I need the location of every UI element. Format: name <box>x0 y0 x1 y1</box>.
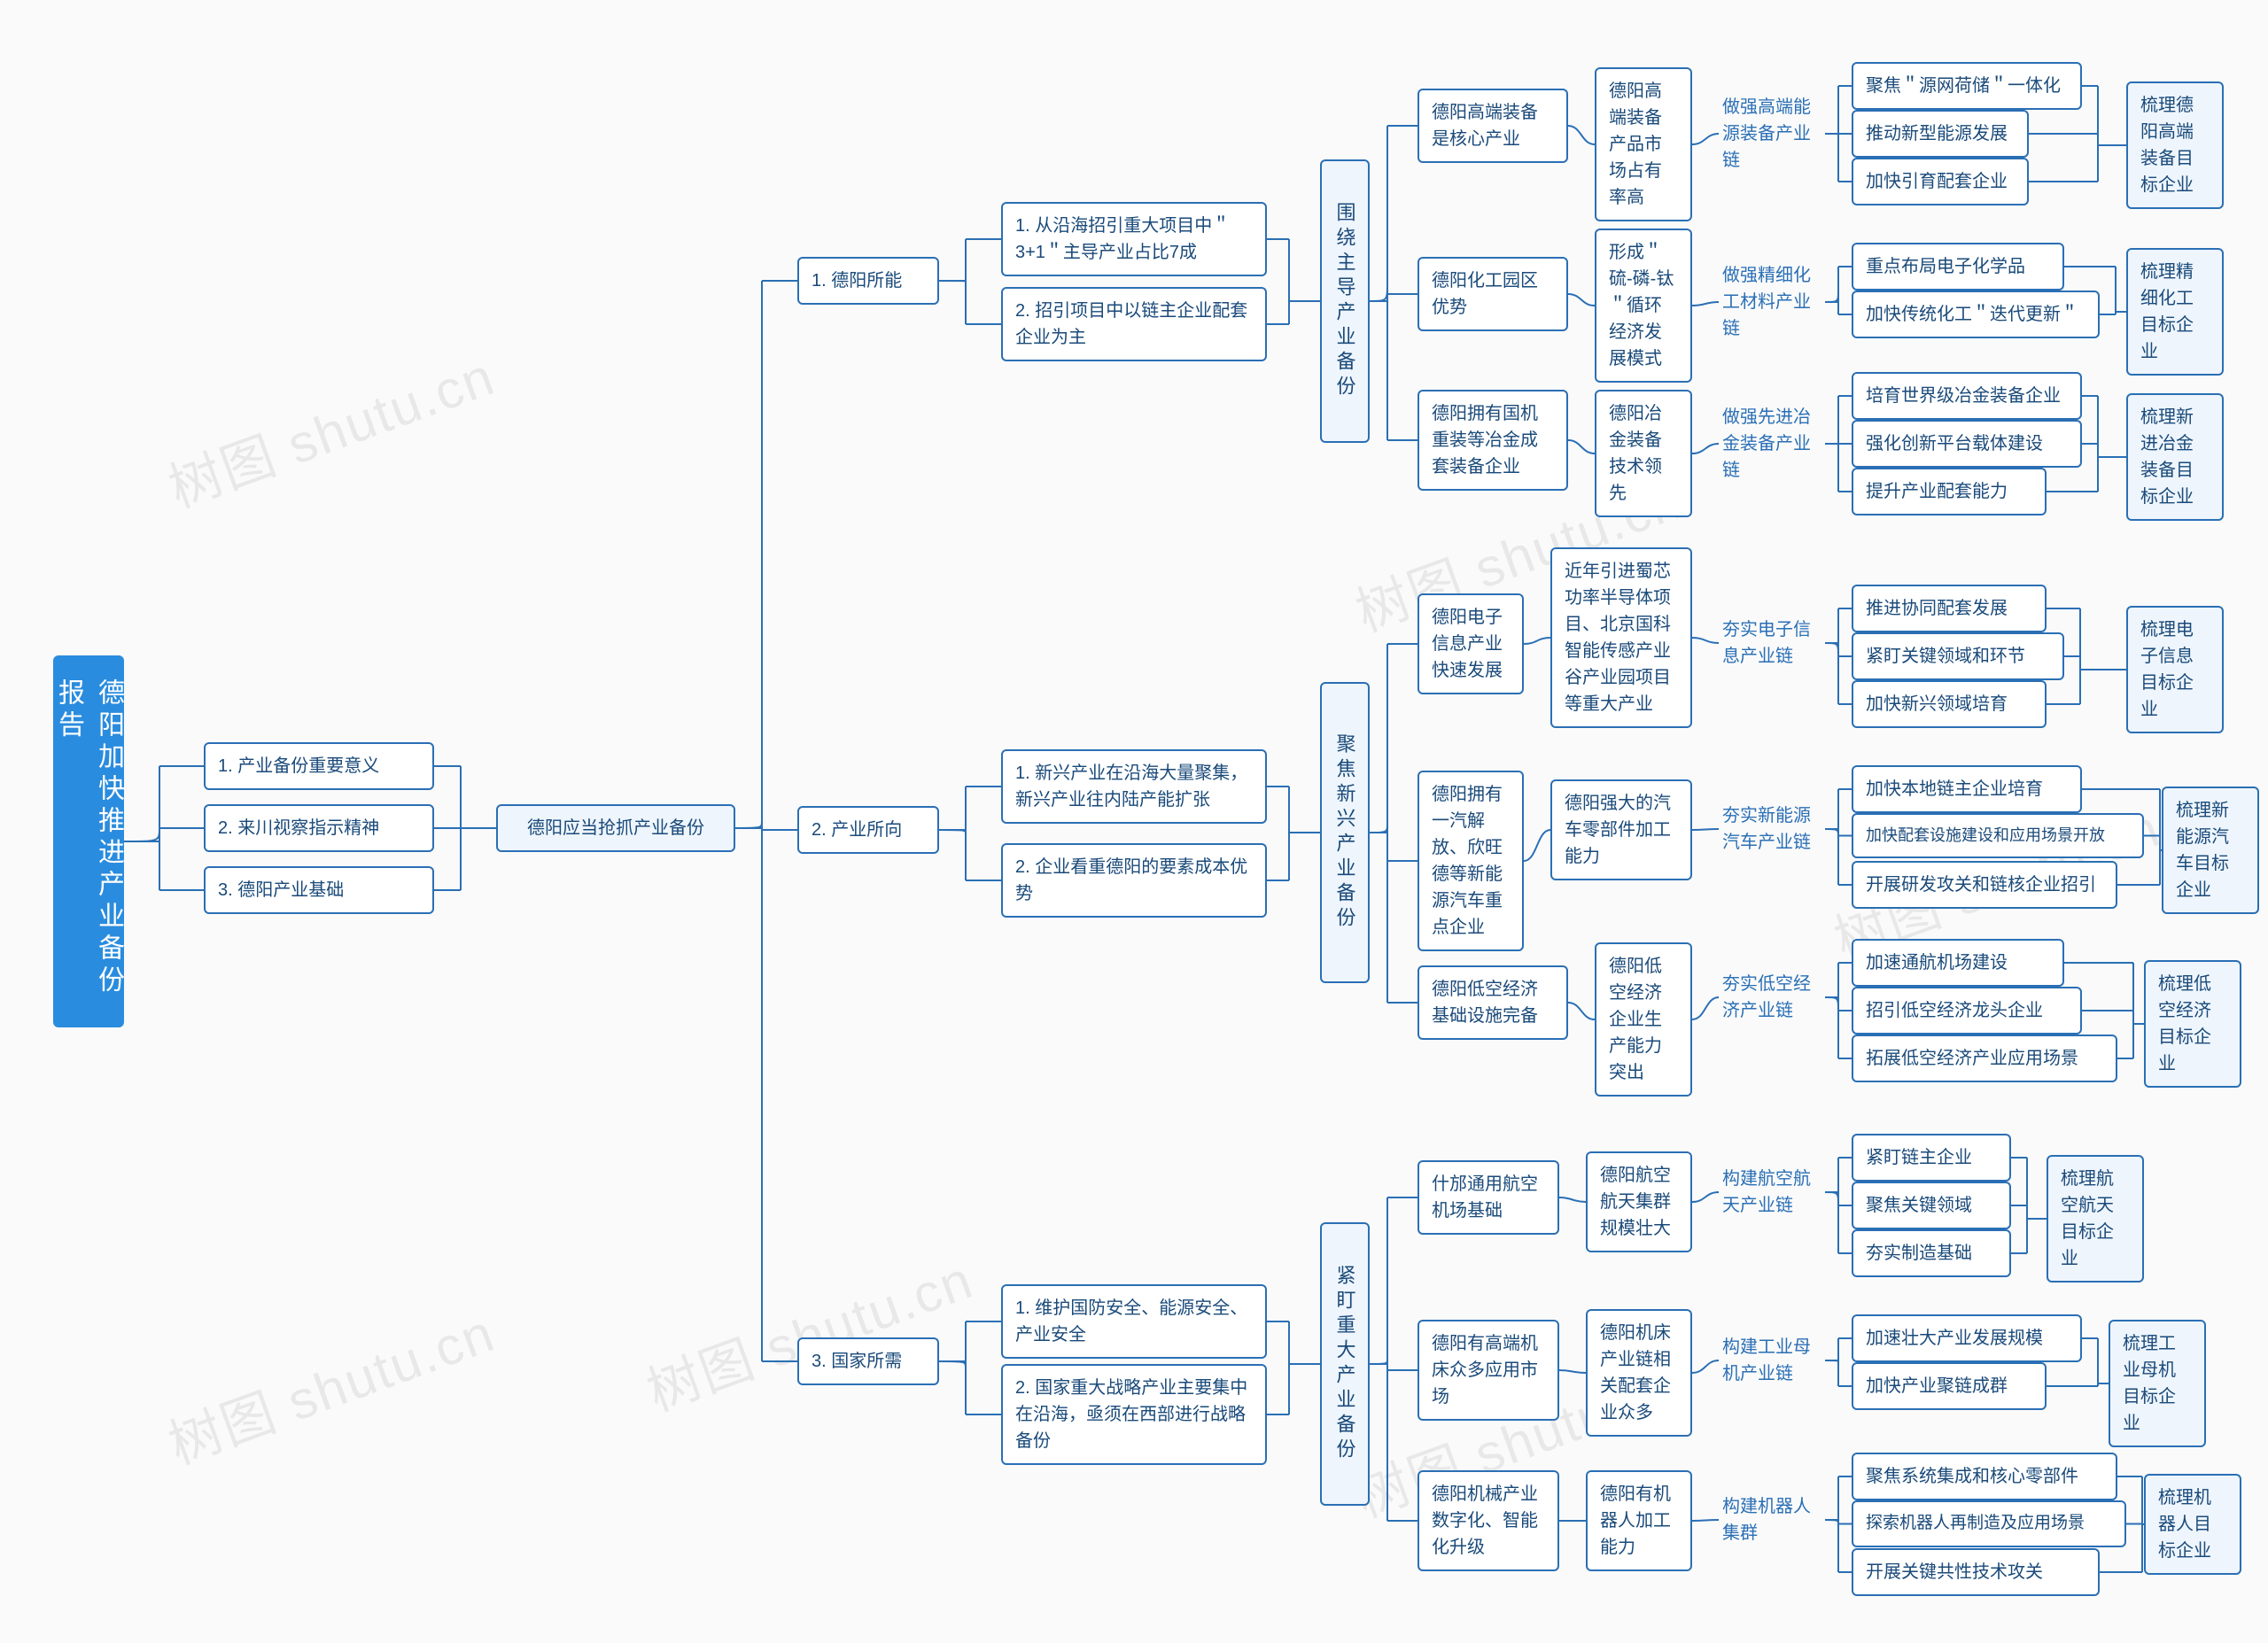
c-item[interactable]: 加速壮大产业发展规模 <box>1852 1314 2082 1362</box>
c-item[interactable]: 加快本地链主企业培育 <box>1852 765 2082 813</box>
branch-a[interactable]: 德阳拥有国机重装等冶金成套装备企业 <box>1418 390 1568 491</box>
branch-a[interactable]: 德阳有高端机床众多应用市场 <box>1418 1320 1559 1421</box>
branch-c-label: 夯实低空经济产业链 <box>1719 965 1825 1029</box>
branch-a[interactable]: 德阳机械产业数字化、智能化升级 <box>1418 1470 1559 1571</box>
reason-node[interactable]: 1. 新兴产业在沿海大量聚集，新兴产业往内陆产能扩张 <box>1001 749 1267 824</box>
c-item[interactable]: 聚焦＂源网荷储＂一体化 <box>1852 62 2082 110</box>
reason-node[interactable]: 1. 维护国防安全、能源安全、产业安全 <box>1001 1284 1267 1359</box>
reason-node[interactable]: 1. 从沿海招引重大项目中＂3+1＂主导产业占比7成 <box>1001 202 1267 276</box>
c-item[interactable]: 拓展低空经济产业应用场景 <box>1852 1035 2117 1082</box>
branch-a[interactable]: 德阳拥有一汽解放、欣旺德等新能源汽车重点企业 <box>1418 771 1524 951</box>
c-item[interactable]: 重点布局电子化学品 <box>1852 243 2064 291</box>
c-item[interactable]: 加速通航机场建设 <box>1852 939 2064 987</box>
section-label[interactable]: 3. 国家所需 <box>797 1337 939 1385</box>
branch-d[interactable]: 梳理低空经济目标企业 <box>2144 960 2241 1088</box>
section-label[interactable]: 2. 产业所向 <box>797 806 939 854</box>
branch-c-label: 夯实电子信息产业链 <box>1719 611 1825 675</box>
c-item[interactable]: 加快引育配套企业 <box>1852 158 2029 205</box>
c-item[interactable]: 紧盯链主企业 <box>1852 1134 2011 1182</box>
branch-b[interactable]: 德阳冶金装备技术领先 <box>1595 390 1692 517</box>
watermark: 树图 shutu.cn <box>157 334 504 523</box>
branch-d[interactable]: 梳理工业母机目标企业 <box>2109 1320 2206 1447</box>
branch-c-label: 做强先进冶金装备产业链 <box>1719 399 1825 489</box>
branch-b[interactable]: 德阳强大的汽车零部件加工能力 <box>1550 779 1692 880</box>
branch-c-label: 夯实新能源汽车产业链 <box>1719 797 1825 861</box>
reason-text: 国家重大战略产业主要集中在沿海，亟须在西部进行战略备份 <box>1015 1378 1247 1451</box>
branch-d[interactable]: 梳理精细化工目标企业 <box>2126 248 2224 376</box>
branch-d[interactable]: 梳理电子信息目标企业 <box>2126 606 2224 733</box>
branch-b[interactable]: 德阳航空航天集群规模壮大 <box>1586 1151 1692 1252</box>
group-label[interactable]: 围绕主导产业备份 <box>1320 159 1370 443</box>
c-item[interactable]: 推进协同配套发展 <box>1852 585 2047 632</box>
reason-text: 从沿海招引重大项目中＂3+1＂主导产业占比7成 <box>1015 216 1230 262</box>
col1-item[interactable]: 2. 来川视察指示精神 <box>204 804 434 852</box>
watermark: 树图 shutu.cn <box>157 1290 504 1480</box>
branch-b[interactable]: 德阳机床产业链相关配套企业众多 <box>1586 1309 1692 1437</box>
c-item[interactable]: 夯实制造基础 <box>1852 1229 2011 1277</box>
branch-b[interactable]: 形成＂硫-磷-钛＂循环经济发展模式 <box>1595 229 1692 383</box>
section-label[interactable]: 1. 德阳所能 <box>797 257 939 305</box>
col1-item[interactable]: 1. 产业备份重要意义 <box>204 742 434 790</box>
branch-c-label: 构建工业母机产业链 <box>1719 1329 1825 1392</box>
c-item[interactable]: 提升产业配套能力 <box>1852 468 2047 515</box>
reason-node[interactable]: 2. 招引项目中以链主企业配套企业为主 <box>1001 287 1267 361</box>
group-label[interactable]: 紧盯重大产业备份 <box>1320 1222 1370 1506</box>
watermark: 树图 shutu.cn <box>635 1237 983 1427</box>
branch-d[interactable]: 梳理航空航天目标企业 <box>2047 1155 2144 1283</box>
reason-text: 新兴产业在沿海大量聚集，新兴产业往内陆产能扩张 <box>1015 763 1247 810</box>
hub-node[interactable]: 德阳应当抢抓产业备份 <box>496 804 735 852</box>
branch-c-label: 构建航空航天产业链 <box>1719 1160 1825 1224</box>
c-item[interactable]: 聚焦关键领域 <box>1852 1182 2011 1229</box>
branch-a[interactable]: 什邡通用航空机场基础 <box>1418 1160 1559 1235</box>
reason-text: 招引项目中以链主企业配套企业为主 <box>1015 301 1247 347</box>
c-item[interactable]: 加快新兴领域培育 <box>1852 680 2047 728</box>
reason-node[interactable]: 2. 企业看重德阳的要素成本优势 <box>1001 843 1267 918</box>
c-item[interactable]: 加快配套设施建设和应用场景开放 <box>1852 813 2144 858</box>
branch-a[interactable]: 德阳化工园区优势 <box>1418 257 1568 331</box>
c-item[interactable]: 加快传统化工＂迭代更新＂ <box>1852 291 2100 338</box>
branch-d[interactable]: 梳理新能源汽车目标企业 <box>2162 787 2259 914</box>
branch-a[interactable]: 德阳电子信息产业快速发展 <box>1418 593 1524 694</box>
group-label[interactable]: 聚焦新兴产业备份 <box>1320 682 1370 983</box>
branch-d[interactable]: 梳理德阳高端装备目标企业 <box>2126 81 2224 209</box>
c-item[interactable]: 推动新型能源发展 <box>1852 110 2029 158</box>
branch-c-label: 构建机器人集群 <box>1719 1488 1825 1552</box>
c-item[interactable]: 开展研发攻关和链核企业招引 <box>1852 861 2117 909</box>
c-item[interactable]: 聚焦系统集成和核心零部件 <box>1852 1453 2117 1500</box>
branch-b[interactable]: 近年引进蜀芯功率半导体项目、北京国科智能传感产业谷产业园项目等重大产业 <box>1550 547 1692 728</box>
branch-b[interactable]: 德阳有机器人加工能力 <box>1586 1470 1692 1571</box>
c-item[interactable]: 探索机器人再制造及应用场景 <box>1852 1500 2126 1547</box>
branch-d[interactable]: 梳理机器人目标企业 <box>2144 1474 2241 1575</box>
reason-text: 维护国防安全、能源安全、产业安全 <box>1015 1298 1247 1345</box>
c-item[interactable]: 紧盯关键领域和环节 <box>1852 632 2064 680</box>
branch-c-label: 做强精细化工材料产业链 <box>1719 257 1825 347</box>
mindmap-canvas: 树图 shutu.cn 树图 shutu.cn 树图 shutu.cn 树图 s… <box>0 0 2268 1643</box>
col1-item[interactable]: 3. 德阳产业基础 <box>204 866 434 914</box>
branch-b[interactable]: 德阳高端装备产品市场占有率高 <box>1595 67 1692 221</box>
branch-b[interactable]: 德阳低空经济企业生产能力突出 <box>1595 942 1692 1097</box>
c-item[interactable]: 培育世界级冶金装备企业 <box>1852 372 2082 420</box>
branch-c-label: 做强高端能源装备产业链 <box>1719 89 1825 179</box>
reason-text: 企业看重德阳的要素成本优势 <box>1015 857 1247 903</box>
c-item[interactable]: 加快产业聚链成群 <box>1852 1362 2047 1410</box>
c-item[interactable]: 强化创新平台载体建设 <box>1852 420 2082 468</box>
branch-a[interactable]: 德阳低空经济基础设施完备 <box>1418 965 1568 1040</box>
root-node[interactable]: 德阳加快推进产业备份报告 <box>53 655 124 1027</box>
branch-a[interactable]: 德阳高端装备是核心产业 <box>1418 89 1568 163</box>
reason-node[interactable]: 2. 国家重大战略产业主要集中在沿海，亟须在西部进行战略备份 <box>1001 1364 1267 1465</box>
c-item[interactable]: 开展关键共性技术攻关 <box>1852 1548 2100 1596</box>
branch-d[interactable]: 梳理新进冶金装备目标企业 <box>2126 393 2224 521</box>
c-item[interactable]: 招引低空经济龙头企业 <box>1852 987 2082 1035</box>
